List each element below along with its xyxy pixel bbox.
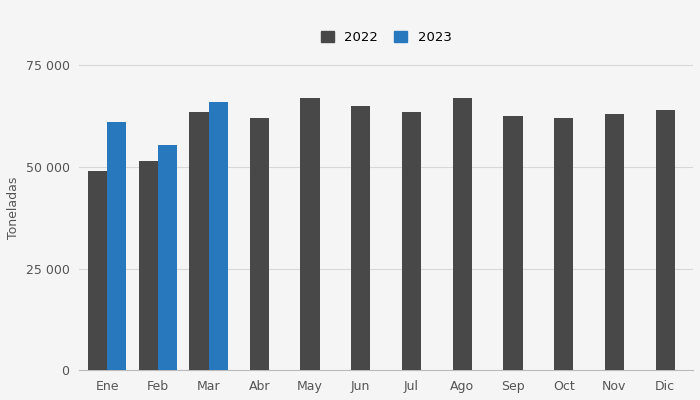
Legend: 2022, 2023: 2022, 2023 bbox=[315, 26, 457, 49]
Bar bbox=[453, 98, 472, 370]
Bar bbox=[351, 106, 370, 370]
Bar bbox=[605, 114, 624, 370]
Bar bbox=[88, 171, 107, 370]
Bar bbox=[107, 122, 127, 370]
Bar bbox=[554, 118, 573, 370]
Bar bbox=[250, 118, 269, 370]
Bar bbox=[158, 145, 177, 370]
Y-axis label: Toneladas: Toneladas bbox=[7, 176, 20, 239]
Bar bbox=[189, 112, 209, 370]
Bar bbox=[402, 112, 421, 370]
Bar bbox=[300, 98, 320, 370]
Bar bbox=[209, 102, 228, 370]
Bar bbox=[655, 110, 675, 370]
Bar bbox=[139, 161, 158, 370]
Bar bbox=[503, 116, 523, 370]
